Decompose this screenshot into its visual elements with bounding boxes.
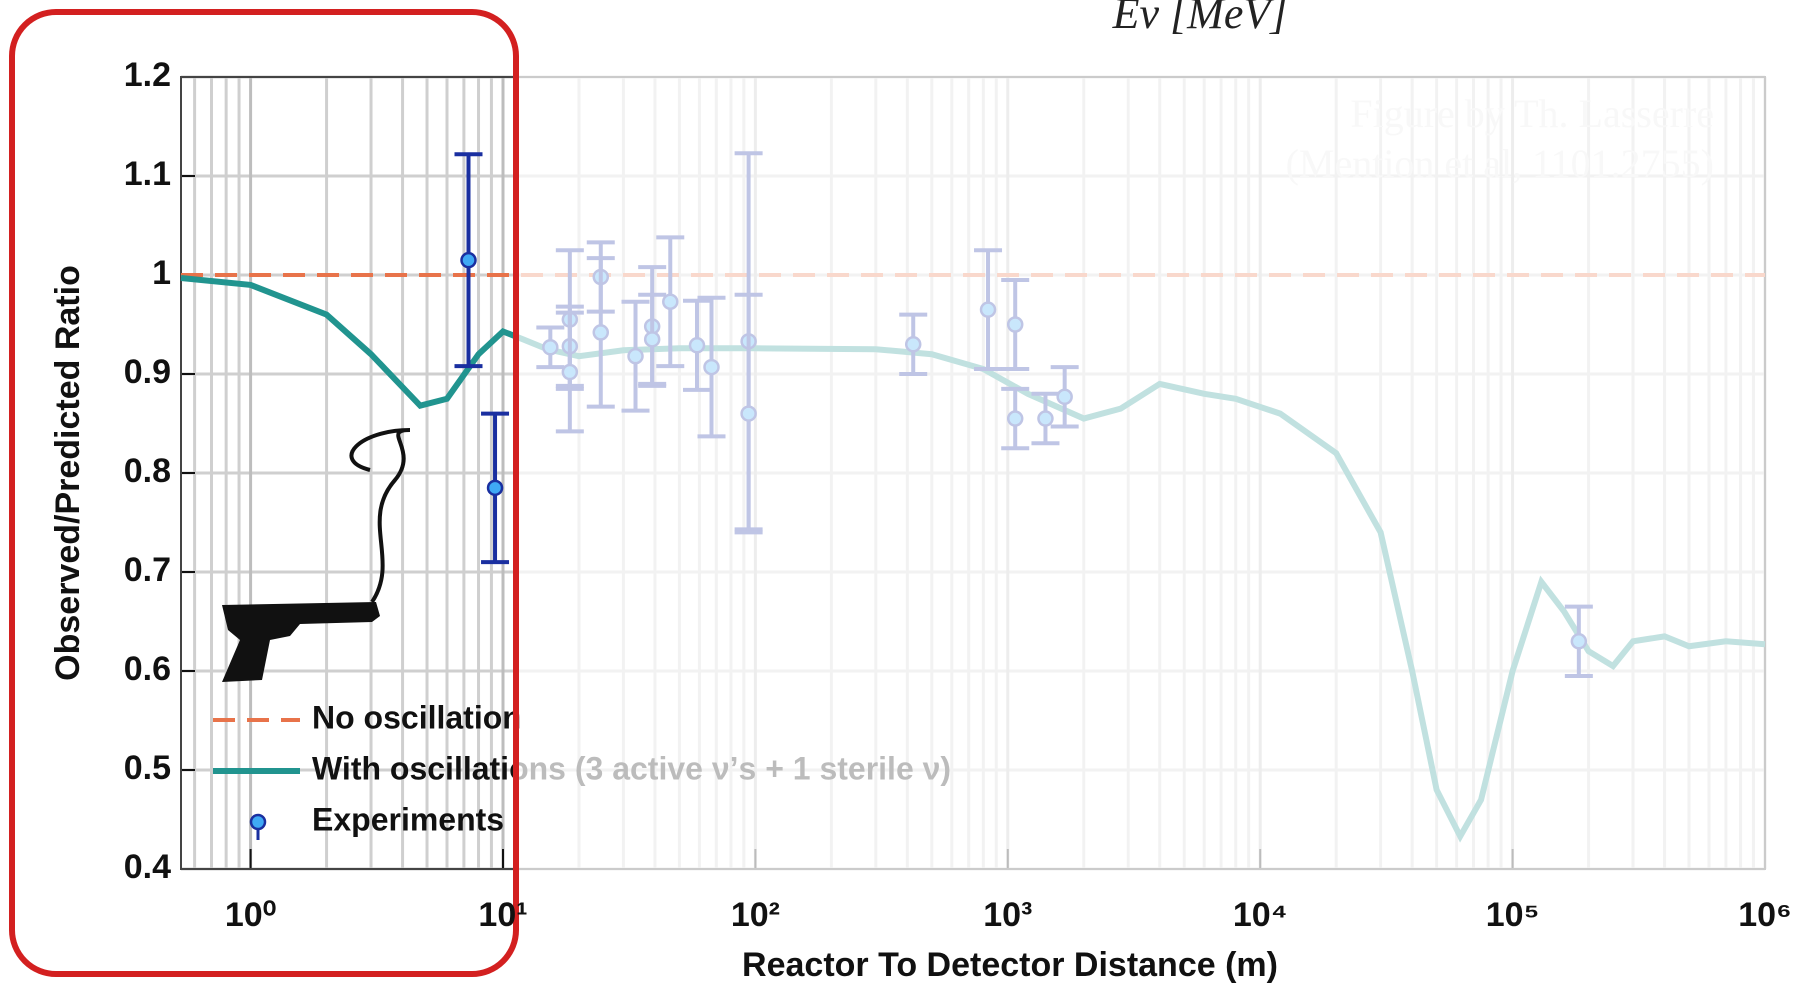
legend-label: No oscillation (312, 699, 522, 735)
formula-fragment: Eν [MeV] (1112, 0, 1288, 38)
x-tick-label: 10⁰ (225, 896, 276, 934)
y-tick-label: 0.4 (124, 848, 171, 886)
x-tick-label: 10⁶ (1738, 896, 1791, 934)
experiment-point (486, 479, 504, 497)
plot-area: Figure by Th. Lasserre(Mention et al, 11… (180, 75, 1800, 871)
y-tick-label: 1 (152, 254, 171, 292)
y-tick-label: 0.9 (124, 353, 171, 391)
y-tick-label: 0.8 (124, 452, 171, 490)
fade-overlay (516, 75, 1800, 871)
y-tick-label: 0.7 (124, 551, 171, 589)
legend-marker (249, 813, 267, 831)
x-axis-label: Reactor To Detector Distance (m) (742, 946, 1278, 984)
y-tick-label: 0.5 (124, 749, 171, 787)
experiment-point (460, 251, 477, 269)
x-tick-label: 10⁴ (1233, 896, 1288, 934)
legend-label: Experiments (312, 801, 504, 837)
y-tick-label: 1.1 (124, 155, 171, 193)
y-axis-label: Observed/Predicted Ratio (49, 265, 87, 681)
x-tick-label: 10⁵ (1486, 896, 1540, 934)
x-tick-label: 10³ (983, 896, 1032, 934)
y-tick-label: 0.6 (124, 650, 171, 688)
x-tick-label: 10² (731, 896, 780, 934)
y-tick-label: 1.2 (124, 56, 171, 94)
x-tick-label: 10¹ (478, 896, 527, 934)
highlight-box (9, 9, 519, 977)
smoke-icon (349, 428, 411, 604)
gun-icon (222, 602, 380, 682)
